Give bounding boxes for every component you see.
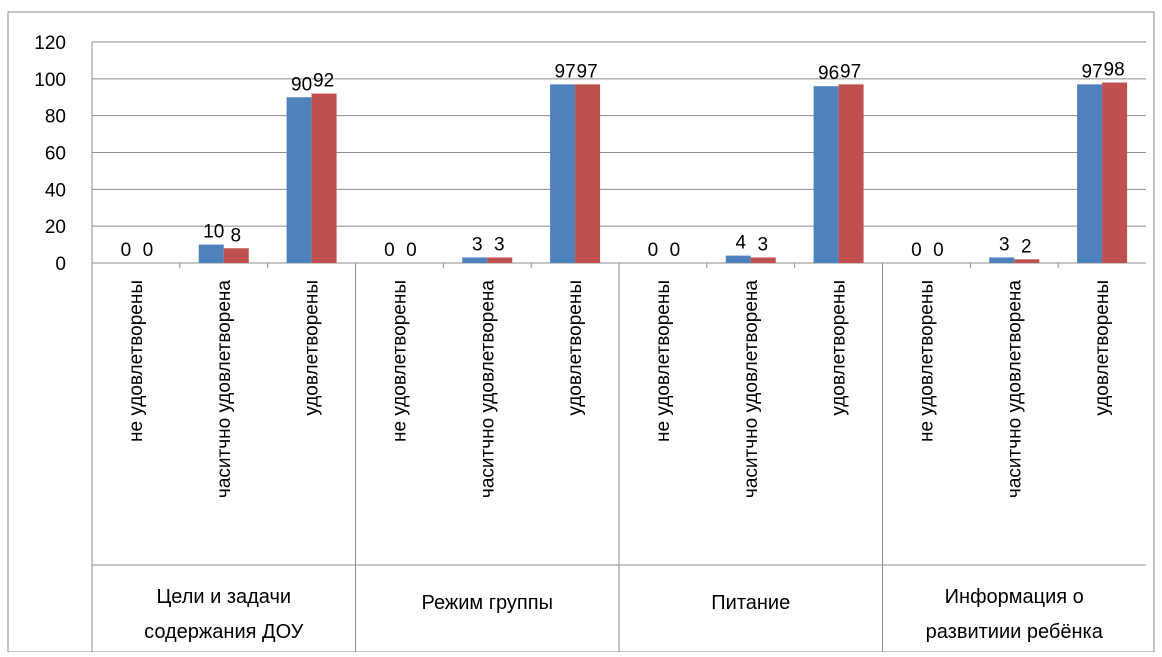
data-label: 10: [203, 222, 224, 243]
bar-series-2: [838, 84, 864, 263]
data-label: 4: [735, 233, 746, 254]
group-label: Цели и задачи: [156, 586, 291, 608]
bar-series-2: [1102, 82, 1128, 264]
bar-series-1: [1077, 84, 1103, 263]
data-label: 3: [757, 234, 768, 255]
category-label: часитчно удовлетворена: [214, 280, 235, 498]
group-label: Информация о: [945, 586, 1084, 608]
data-label: 90: [291, 74, 312, 95]
data-label: 0: [143, 240, 154, 261]
category-label: не удовлетворены: [653, 280, 674, 442]
data-label: 3: [999, 234, 1010, 255]
category-label: не удовлетворены: [126, 280, 147, 442]
data-label: 97: [840, 61, 861, 82]
group-label: развитиии ребёнка: [926, 621, 1104, 643]
bar-series-1: [989, 257, 1015, 263]
data-label: 0: [121, 240, 132, 261]
data-label: 0: [670, 240, 681, 261]
category-label: не удовлетворены: [389, 280, 410, 442]
category-label: часитчно удовлетворена: [741, 280, 762, 498]
y-tick-label: 40: [45, 180, 66, 201]
bar-series-2: [1014, 259, 1040, 263]
bar-series-1: [813, 86, 839, 263]
category-label: удовлетворены: [1092, 280, 1113, 416]
data-label: 8: [230, 225, 241, 246]
data-label: 92: [313, 71, 334, 92]
data-label: 97: [555, 61, 576, 82]
y-tick-label: 20: [45, 217, 66, 238]
data-label: 97: [1082, 61, 1103, 82]
data-label: 0: [911, 240, 922, 261]
category-label: удовлетворены: [829, 280, 850, 416]
bar-series-1: [462, 257, 488, 263]
group-label: Режим группы: [422, 592, 553, 614]
y-tick-label: 60: [45, 144, 66, 165]
bars: [198, 82, 1128, 264]
data-label: 0: [384, 240, 395, 261]
y-tick-label: 0: [55, 254, 66, 275]
bar-series-1: [550, 84, 576, 263]
group-label: содержания ДОУ: [144, 621, 304, 643]
bar-series-2: [575, 84, 601, 263]
y-tick-label: 80: [45, 107, 66, 128]
category-label: удовлетворены: [302, 280, 323, 416]
data-label: 98: [1104, 60, 1125, 81]
data-label: 3: [472, 234, 483, 255]
bar-series-2: [223, 248, 249, 263]
bar-series-2: [311, 93, 337, 263]
y-tick-label: 120: [34, 33, 66, 54]
category-label: удовлетворены: [565, 280, 586, 416]
data-label: 0: [648, 240, 659, 261]
y-tick-label: 100: [34, 70, 66, 91]
category-label: не удовлетворены: [916, 280, 937, 442]
data-label: 97: [577, 61, 598, 82]
data-label: 2: [1021, 236, 1032, 257]
bar-series-1: [286, 97, 312, 263]
category-label: часитчно удовлетворена: [1004, 280, 1025, 498]
data-label: 0: [933, 240, 944, 261]
data-label: 0: [406, 240, 417, 261]
group-label: Питание: [711, 592, 790, 614]
bar-series-1: [725, 255, 751, 263]
bar-series-2: [750, 257, 776, 263]
data-label: 3: [494, 234, 505, 255]
bar-series-1: [198, 244, 224, 263]
data-label: 96: [818, 63, 839, 84]
data-labels: 0 10 90 0 3 97 0 4 96 0 3 97 0 8 92 0 3 97 0 3 97 0 2 98: [121, 60, 1125, 261]
bar-series-2: [487, 257, 513, 263]
category-label: часитчно удовлетворена: [477, 280, 498, 498]
